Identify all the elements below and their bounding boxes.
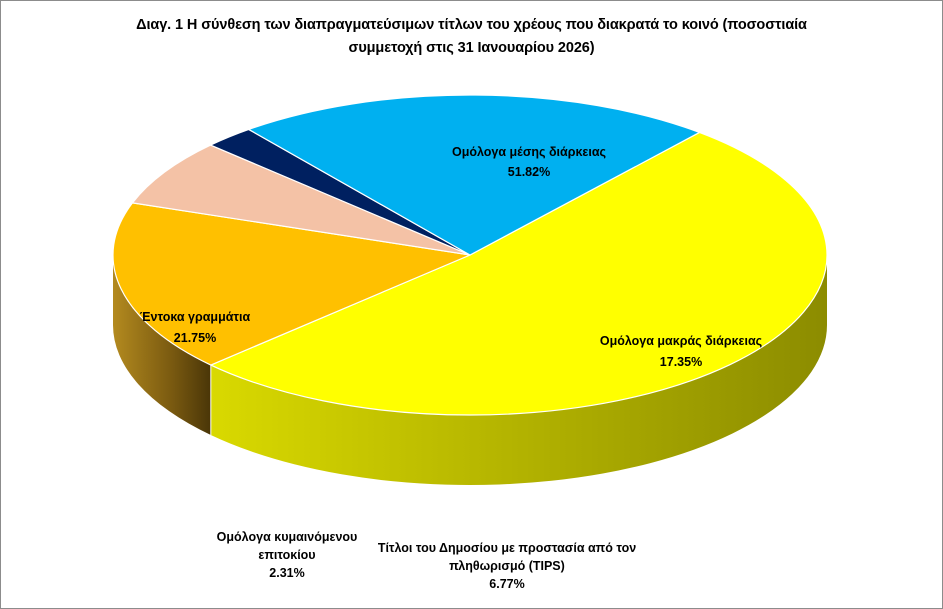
slice-label-long-term-bonds: Ομόλογα μακράς διάρκειας [600, 334, 762, 348]
slice-value-floating-rate-bonds: 2.31% [269, 566, 304, 580]
slice-side-long-term-bonds [113, 255, 211, 436]
slice-side-medium-term-bonds [210, 255, 827, 485]
chart-title-line-2: συμμετοχή στις 31 Ιανουαρίου 2026) [348, 40, 595, 56]
slice-long-term-bonds [112, 202, 471, 366]
slice-label-treasury-bills: Έντοκα γραμμάτια [140, 310, 251, 324]
slice-value-medium-term-bonds: 51.82% [508, 165, 550, 179]
slice-label-line-1-tips: Τίτλοι του Δημοσίου με προστασία από τον [378, 541, 636, 555]
slice-medium-term-bonds [210, 131, 828, 416]
slice-label-line-2-floating-rate-bonds: επιτοκίου [258, 548, 315, 562]
slice-treasury-bills [248, 94, 701, 256]
slice-label-medium-term-bonds: Ομόλογα μέσης διάρκειας [452, 145, 606, 159]
slice-tips [131, 144, 471, 256]
slice-value-long-term-bonds: 17.35% [660, 355, 702, 369]
chart-title-line-1: Διαγ. 1 Η σύνθεση των διαπραγματεύσιμων … [136, 17, 807, 33]
slice-label-line-2-tips: πληθωρισμό (TIPS) [449, 559, 565, 573]
pie-tops [112, 94, 828, 416]
slice-value-tips: 6.77% [489, 577, 524, 591]
slice-label-line-1-floating-rate-bonds: Ομόλογα κυμαινόμενου [217, 530, 358, 544]
pie-sides [113, 255, 827, 485]
slice-value-treasury-bills: 21.75% [174, 331, 216, 345]
pie-labels: Ομόλογα μέσης διάρκειας 51.82% Ομόλογα μακ… [140, 145, 762, 591]
